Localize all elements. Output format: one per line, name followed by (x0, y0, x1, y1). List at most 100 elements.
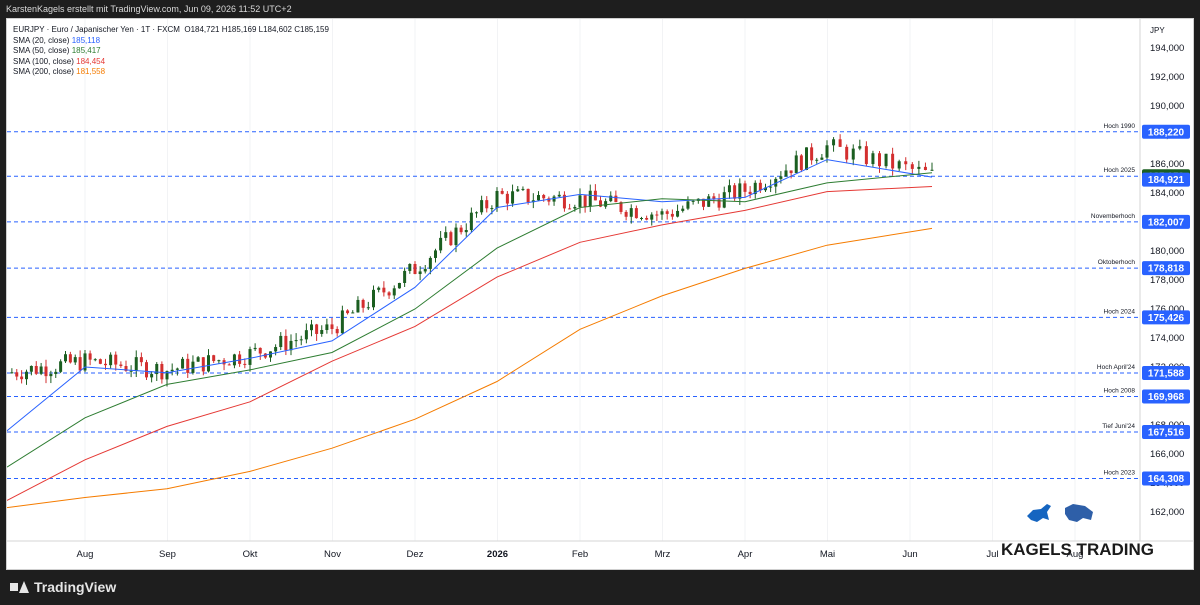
candle-body (413, 263, 417, 275)
y-tick-label: 186,000 (1150, 159, 1184, 170)
candle-body (758, 182, 762, 191)
candle-body (310, 324, 313, 331)
candle-body (212, 355, 216, 362)
candle-body (403, 270, 407, 283)
candle-body (568, 208, 572, 210)
sma-label[interactable]: SMA (200, close) (13, 67, 74, 76)
candle-body (691, 200, 695, 202)
candle-body (495, 190, 499, 209)
level-price-value: 182,007 (1148, 217, 1185, 228)
candle-body (39, 366, 43, 374)
candle-body (670, 213, 674, 217)
y-tick-label: 190,000 (1150, 101, 1184, 112)
sma-label[interactable]: SMA (50, close) (13, 46, 70, 55)
candle-body (604, 201, 608, 207)
candle-body (15, 372, 19, 377)
x-tick-label: Dez (407, 549, 424, 560)
candle-body (614, 195, 618, 203)
candle-body (139, 357, 143, 363)
level-price-value: 175,426 (1148, 313, 1185, 324)
candle-body (68, 354, 72, 363)
candle-body (201, 357, 205, 372)
candle-body (294, 340, 298, 342)
candle-body (227, 364, 231, 366)
candle-body (557, 194, 561, 197)
x-tick-label: Sep (159, 549, 176, 560)
symbol-title[interactable]: EURJPY · Euro / Japanischer Yen · 1T · F… (13, 25, 180, 34)
chart-header: KarstenKagels erstellt mit TradingView.c… (0, 0, 1200, 18)
candle-body (93, 359, 97, 361)
candle-body (485, 200, 489, 209)
candle-body (794, 155, 798, 174)
candle-body (397, 282, 401, 289)
candle-body (660, 211, 664, 215)
price-chart[interactable]: JPY 162,000164,000166,000168,000170,0001… (6, 19, 1193, 569)
candle-body (145, 362, 148, 378)
level-price-value: 167,516 (1148, 428, 1185, 439)
candle-body (217, 360, 221, 362)
grid-lines (84, 19, 1076, 541)
level-price-value: 171,588 (1148, 368, 1185, 379)
candle-body (124, 366, 128, 371)
candle-body (10, 372, 14, 374)
candle-body (516, 189, 520, 192)
candle-body (49, 373, 53, 377)
candle-body (377, 287, 381, 290)
candle-body (34, 365, 38, 374)
tradingview-brand[interactable]: TradingView (10, 579, 116, 595)
candle-body (727, 185, 731, 193)
level-price-tag (1142, 389, 1190, 404)
candle-body (269, 351, 272, 358)
level-price-value: 178,818 (1148, 264, 1185, 275)
x-tick-label: Aug (77, 549, 94, 560)
tradingview-logo-icon (10, 581, 29, 593)
level-price-tag (1142, 124, 1190, 139)
level-name: Hoch 1990 (1104, 123, 1136, 130)
candle-body (387, 292, 391, 296)
candle-body (753, 182, 757, 195)
watermark-brand: KAGELS TRADING (1001, 540, 1154, 559)
level-name: Tief Juni'24 (1102, 423, 1135, 430)
sma-label[interactable]: SMA (100, close) (13, 56, 74, 66)
candle-body (104, 363, 107, 366)
candle-body (832, 139, 836, 146)
candle-body (83, 353, 87, 371)
sma-line[interactable] (6, 172, 933, 468)
candle-body (315, 324, 319, 334)
candle-body (222, 360, 226, 365)
candle-body (748, 191, 752, 195)
sma-line[interactable] (6, 186, 933, 501)
moving-averages (6, 159, 933, 509)
candle-body (717, 199, 721, 208)
candle-body (134, 357, 138, 371)
candle-body (243, 363, 247, 365)
sma-line[interactable] (6, 227, 933, 509)
candle-body (207, 355, 210, 372)
candle-body (779, 176, 783, 179)
candle-body (871, 153, 875, 165)
sma-line[interactable] (6, 159, 933, 432)
candle-body (454, 227, 458, 246)
x-tick-label: Okt (243, 549, 258, 560)
candle-body (733, 185, 737, 199)
candle-body (531, 200, 535, 203)
candle-body (408, 263, 412, 271)
time-axis[interactable]: Aug Sep Okt Nov Dez 2026 Feb Mrz Apr Mai Jun Jul Aug (77, 549, 1084, 560)
currency-label: JPY (1150, 26, 1165, 35)
candle-body (29, 365, 33, 372)
candle-body (304, 330, 308, 340)
candlestick-series (10, 134, 934, 387)
candle-body (289, 340, 293, 351)
level-name: Oktoberhoch (1098, 259, 1136, 266)
candle-body (434, 250, 437, 258)
candle-body (119, 364, 123, 367)
level-price-value: 188,220 (1148, 127, 1185, 138)
x-tick-label: Mai (820, 549, 835, 560)
chart-frame[interactable]: JPY 162,000164,000166,000168,000170,0001… (6, 18, 1194, 570)
candle-body (769, 186, 773, 188)
candle-body (232, 354, 236, 366)
sma-label[interactable]: SMA (20, close) (13, 35, 70, 45)
candle-body (428, 257, 432, 269)
candle-body (418, 271, 422, 275)
